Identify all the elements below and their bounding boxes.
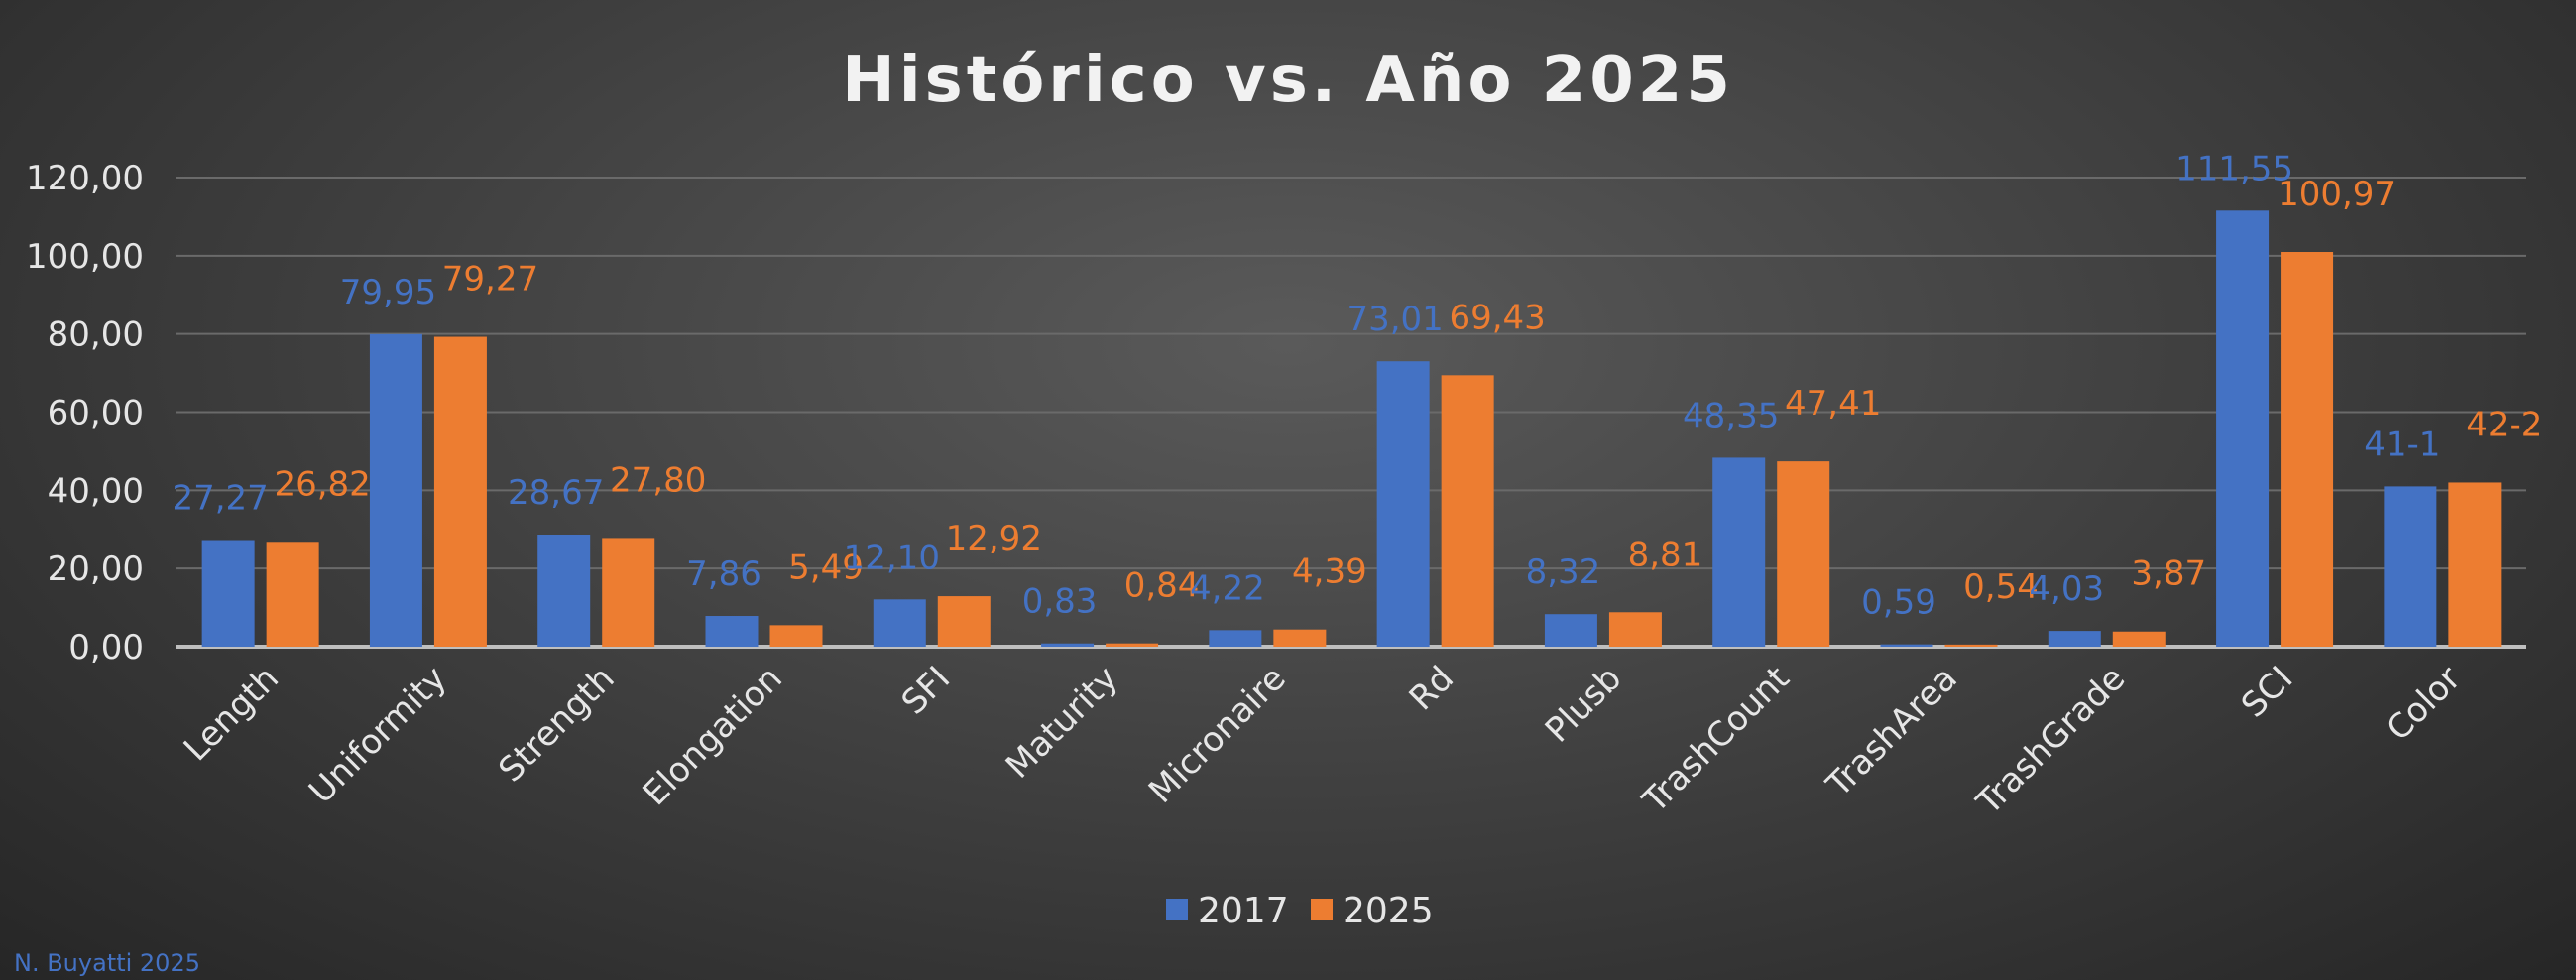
data-label: 0,54	[1963, 567, 2039, 607]
data-label: 28,67	[508, 473, 604, 513]
data-label: 47,41	[1785, 384, 1881, 424]
x-tick-label: SCI	[2234, 659, 2300, 725]
x-tick-label: Plusb	[1538, 659, 1629, 750]
legend-swatch	[1311, 899, 1333, 920]
data-label: 111,55	[2175, 149, 2293, 188]
x-tick-label: TrashGrade	[1968, 659, 2133, 823]
bar-2017-uniformity	[369, 333, 422, 647]
bar-2025-trashcount	[1777, 461, 1830, 647]
x-tick-label: Color	[2379, 659, 2469, 749]
data-label: 8,81	[1628, 535, 1703, 574]
x-axis: Length Uniformity Strength Elongation SFI Mat…	[176, 659, 2469, 823]
y-axis: 0,00 20,00 40,00 60,00 80,00 100,00 120,00	[26, 159, 2526, 668]
bar-2017-plusb	[1544, 614, 1597, 647]
bar-2025-trasharea	[1944, 644, 1998, 647]
legend-swatch	[1166, 899, 1188, 920]
data-label: 41-1	[2364, 425, 2440, 464]
data-label: 48,35	[1683, 396, 1779, 435]
bar-2025-uniformity	[433, 336, 487, 647]
x-tick-label: SFI	[894, 659, 958, 722]
y-tick-label: 20,00	[48, 550, 144, 589]
data-label: 0,84	[1124, 566, 1200, 606]
x-tick-label: Elongation	[636, 659, 790, 813]
bar-2025-length	[266, 542, 319, 647]
x-tick-label: Maturity	[998, 659, 1126, 787]
data-label: 3,87	[2131, 554, 2206, 594]
bar-2017-trasharea	[1880, 644, 1933, 647]
y-tick-label: 120,00	[26, 159, 144, 198]
bar-2017-sci	[2216, 210, 2270, 648]
data-label: 8,32	[1526, 552, 1601, 592]
x-tick-label: TrashArea	[1818, 659, 1965, 805]
bar-2017-maturity	[1041, 643, 1095, 647]
bar-2017-elongation	[705, 616, 759, 647]
data-label: 73,01	[1347, 300, 1443, 339]
bar-2017-strength	[537, 534, 591, 647]
data-label: 4,39	[1292, 552, 1367, 592]
bar-2025-color	[2448, 482, 2502, 647]
data-label: 4,03	[2029, 569, 2104, 609]
y-tick-label: 100,00	[26, 237, 144, 277]
y-tick-label: 40,00	[48, 471, 144, 511]
y-tick-label: 80,00	[48, 315, 144, 355]
data-label: 79,27	[442, 260, 538, 300]
x-tick-label: Length	[176, 659, 287, 769]
legend-label: 2017	[1198, 891, 1289, 931]
bar-2025-maturity	[1106, 643, 1159, 647]
bar-2017-micronaire	[1209, 630, 1262, 647]
data-label: 0,83	[1022, 582, 1098, 622]
bar-2025-sfi	[937, 596, 991, 647]
bar-2017-sfi	[873, 599, 926, 647]
data-label: 0,59	[1861, 583, 1936, 623]
data-label: 42-2	[2466, 405, 2542, 444]
bar-2017-length	[201, 540, 255, 647]
data-label: 27,80	[610, 460, 706, 500]
bar-2025-rd	[1441, 375, 1494, 647]
x-tick-label: Strength	[491, 659, 622, 790]
bar-2025-strength	[602, 538, 655, 647]
data-label: 27,27	[172, 479, 268, 519]
y-tick-label: 0,00	[68, 628, 144, 668]
chart-title: Histórico vs. Año 2025	[842, 44, 1734, 117]
x-tick-label: Rd	[1402, 659, 1462, 718]
legend: 2017 2025	[1166, 891, 1434, 931]
bar-2025-micronaire	[1273, 629, 1327, 647]
data-label: 4,22	[1190, 568, 1265, 608]
data-label: 69,43	[1449, 298, 1545, 337]
data-label: 26,82	[274, 464, 370, 504]
x-tick-label: TrashCount	[1635, 659, 1798, 821]
footer-credit: N. Buyatti 2025	[14, 949, 200, 977]
bars	[201, 210, 2502, 648]
bar-2017-trashcount	[1712, 457, 1766, 647]
gridlines	[176, 177, 2526, 570]
bar-2025-trashgrade	[2112, 631, 2166, 647]
data-label: 5,49	[788, 548, 864, 587]
bar-2017-color	[2384, 486, 2437, 647]
bar-2017-rd	[1376, 361, 1430, 647]
data-label: 12,92	[946, 519, 1042, 558]
bar-2025-sci	[2281, 252, 2334, 647]
legend-label: 2025	[1343, 891, 1434, 931]
x-tick-label: Uniformity	[301, 659, 454, 811]
bar-2025-elongation	[769, 625, 823, 647]
data-label: 12,10	[844, 538, 940, 577]
bar-2017-trashgrade	[2048, 631, 2101, 647]
data-label: 79,95	[340, 273, 436, 312]
bar-2025-plusb	[1608, 612, 1662, 647]
x-tick-label: Micronaire	[1141, 659, 1294, 811]
y-tick-label: 60,00	[48, 394, 144, 433]
data-label: 7,86	[686, 554, 761, 594]
data-label: 100,97	[2278, 175, 2396, 214]
